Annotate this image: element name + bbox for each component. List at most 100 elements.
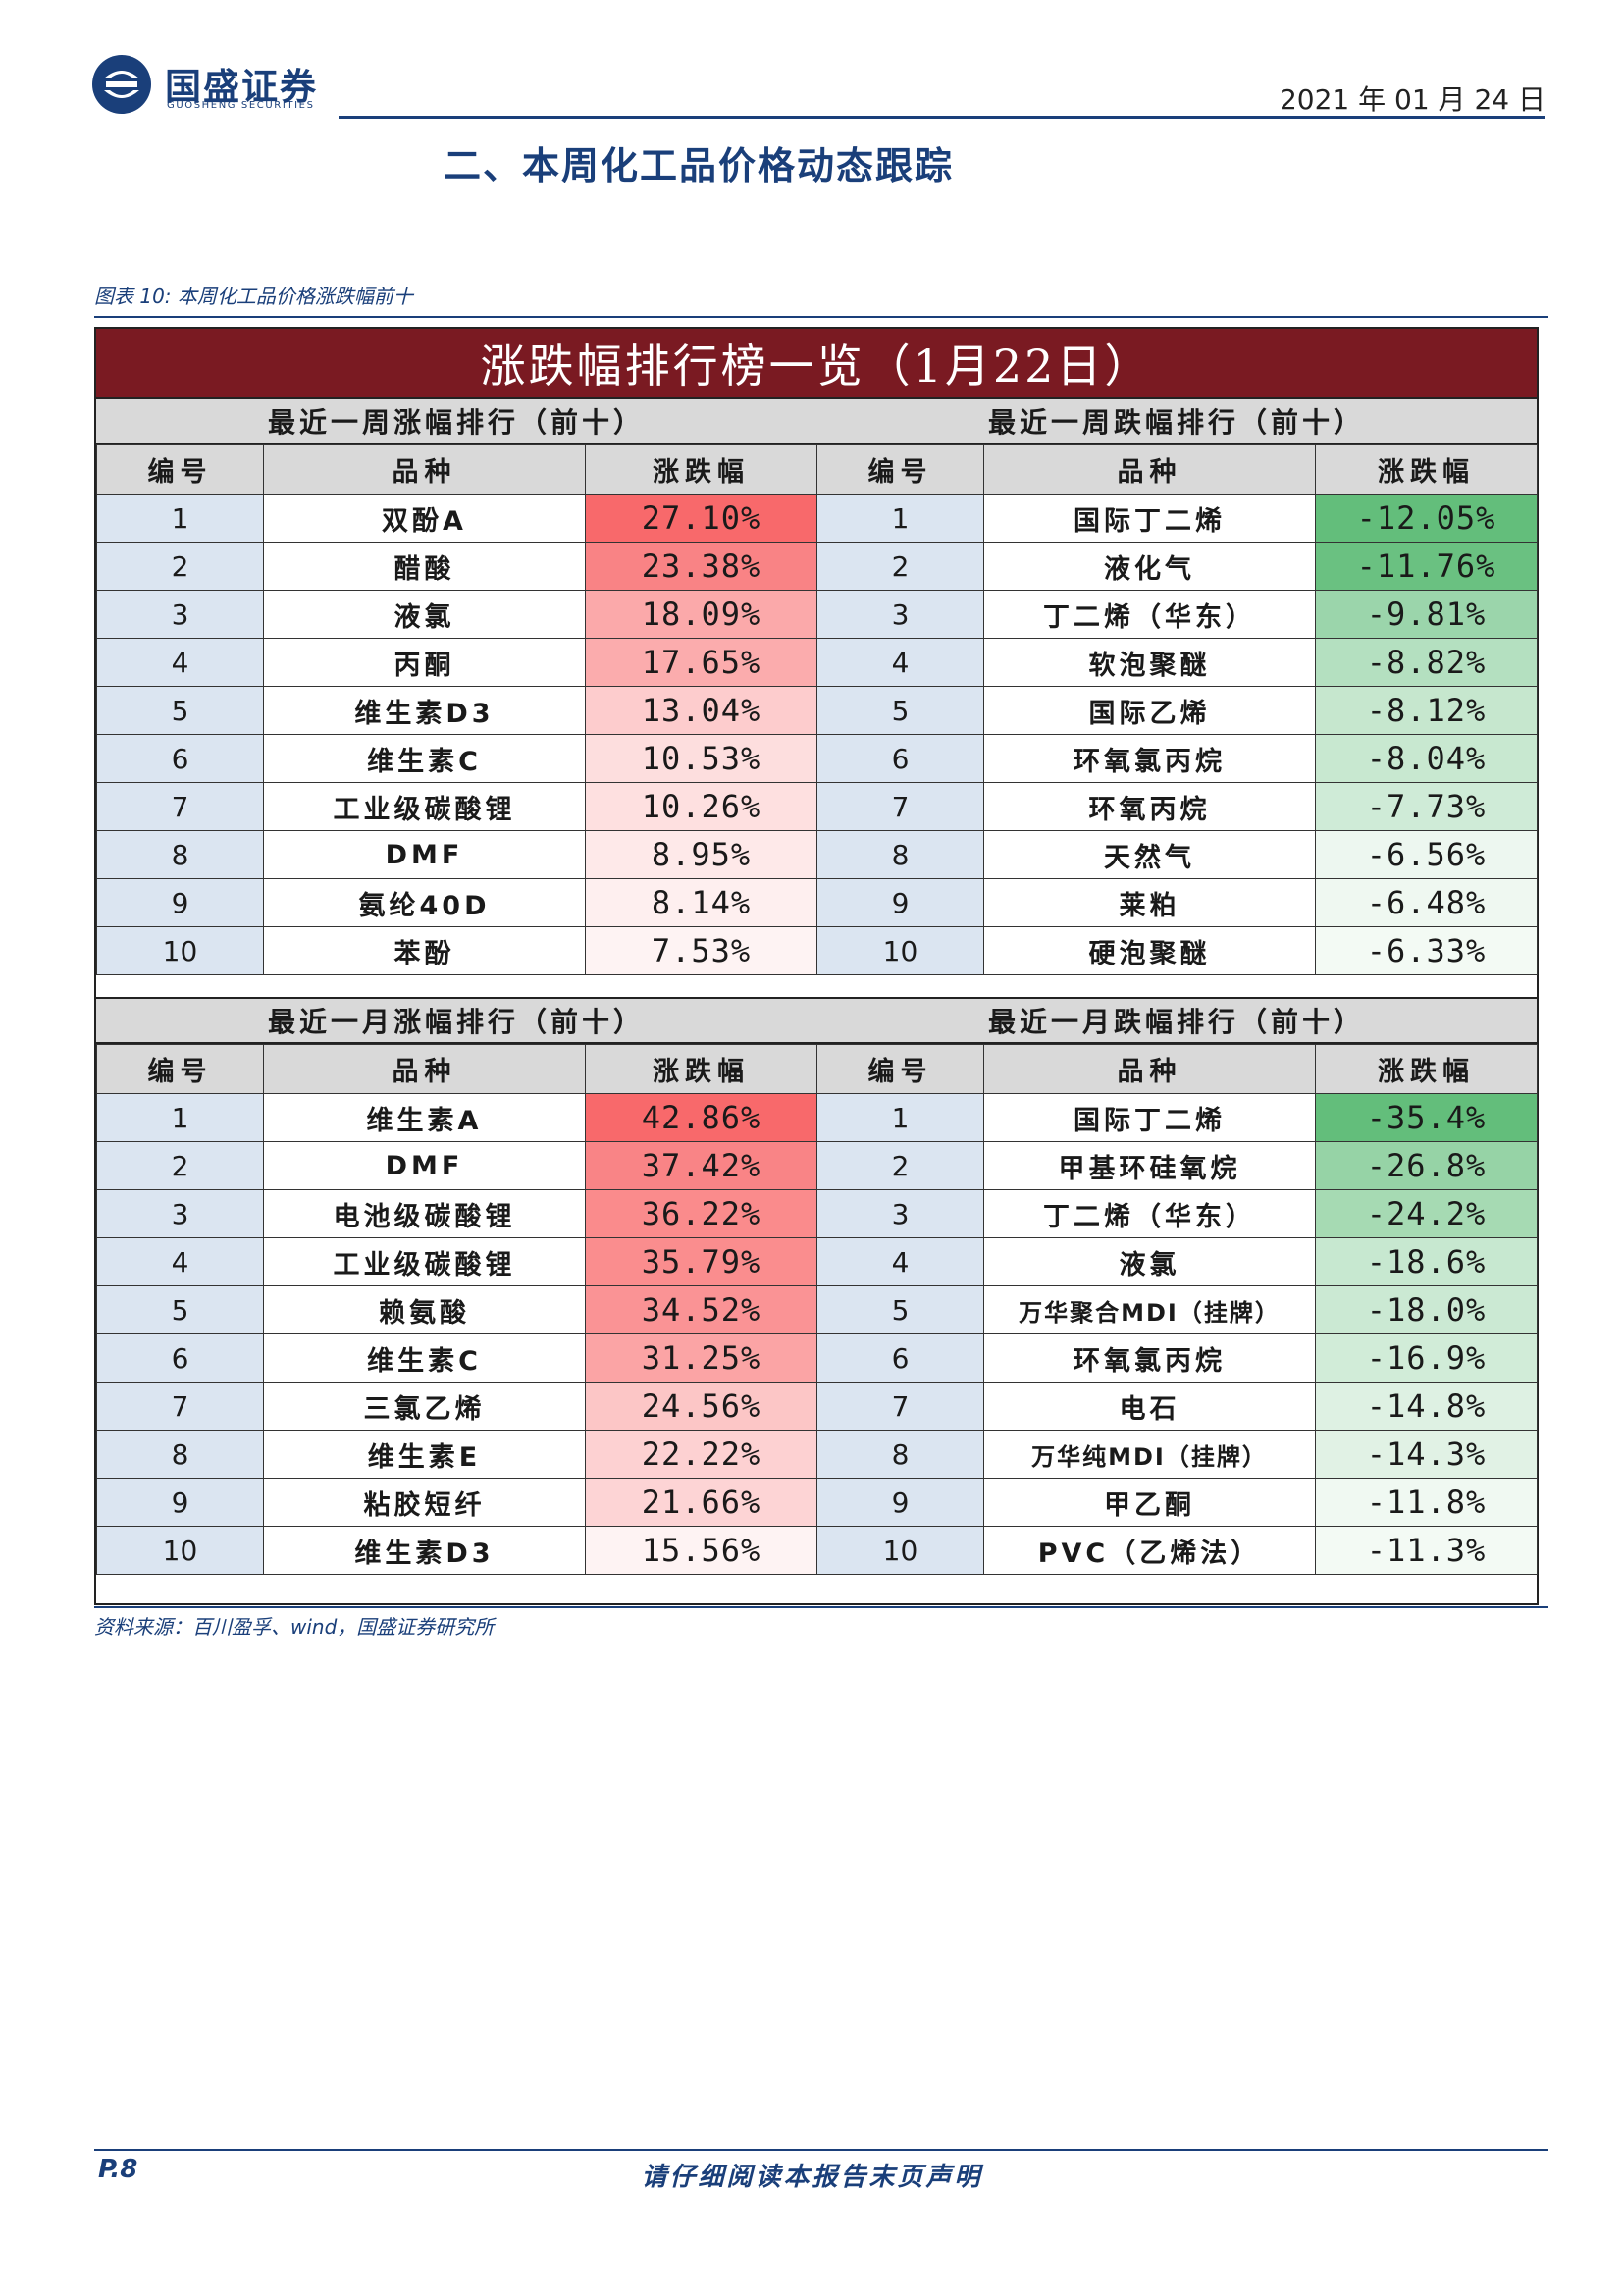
product-name: 环氧氯丙烷 — [983, 734, 1316, 783]
product-name: 维生素C — [263, 734, 586, 783]
table-row: 10 苯酚 7.53% — [96, 926, 817, 975]
table-row: 1 维生素A 42.86% — [96, 1093, 817, 1142]
table-row: 3 液氯 18.09% — [96, 590, 817, 639]
rank-number: 3 — [96, 590, 264, 639]
rank-number: 2 — [816, 542, 984, 591]
product-name: 工业级碳酸锂 — [263, 782, 586, 831]
footer-divider — [94, 2149, 1548, 2151]
product-name: 电石 — [983, 1382, 1316, 1431]
rank-number: 9 — [96, 878, 264, 927]
section-title: 二、本周化工品价格动态跟踪 — [444, 144, 955, 187]
column-header: 编号 — [816, 444, 984, 495]
table-row: 5 国际乙烯 -8.12% — [816, 686, 1538, 735]
rank-number: 10 — [96, 1526, 264, 1575]
product-name: 氨纶40D — [263, 878, 586, 927]
rank-number: 8 — [96, 830, 264, 879]
table-row: 7 环氧丙烷 -7.73% — [816, 782, 1538, 831]
table-banner: 涨跌幅排行榜一览（1月22日） — [96, 329, 1537, 397]
change-percent: 31.25% — [585, 1333, 817, 1383]
column-header: 涨跌幅 — [1315, 1044, 1538, 1094]
rank-number: 6 — [816, 734, 984, 783]
ranking-block-title: 最近一月跌幅排行（前十） — [816, 997, 1537, 1044]
product-name: 工业级碳酸锂 — [263, 1237, 586, 1286]
change-percent: -14.8% — [1315, 1382, 1538, 1431]
rank-number: 9 — [816, 1478, 984, 1527]
product-name: 环氧氯丙烷 — [983, 1333, 1316, 1383]
rank-number: 7 — [96, 782, 264, 831]
change-percent: 22.22% — [585, 1430, 817, 1479]
rank-number: 5 — [816, 1285, 984, 1334]
rank-number: 2 — [96, 1141, 264, 1190]
change-percent: -24.2% — [1315, 1189, 1538, 1238]
column-header: 涨跌幅 — [585, 444, 817, 495]
rank-number: 4 — [96, 638, 264, 687]
product-name: 丁二烯（华东） — [983, 590, 1316, 639]
product-name: 液氯 — [983, 1237, 1316, 1286]
change-percent: 15.56% — [585, 1526, 817, 1575]
table-row: 9 粘胶短纤 21.66% — [96, 1478, 817, 1527]
product-name: 环氧丙烷 — [983, 782, 1316, 831]
table-row: 10 PVC（乙烯法） -11.3% — [816, 1526, 1538, 1575]
product-name: 国际乙烯 — [983, 686, 1316, 735]
rank-number: 1 — [816, 494, 984, 543]
header-divider — [339, 116, 1545, 119]
rank-number: 1 — [96, 1093, 264, 1142]
table-row: 3 电池级碳酸锂 36.22% — [96, 1189, 817, 1238]
change-percent: -18.0% — [1315, 1285, 1538, 1334]
change-percent: -9.81% — [1315, 590, 1538, 639]
rank-number: 8 — [96, 1430, 264, 1479]
rank-number: 8 — [816, 1430, 984, 1479]
column-header: 品种 — [263, 1044, 586, 1094]
change-percent: -8.04% — [1315, 734, 1538, 783]
ranking-block: 最近一周跌幅排行（前十） 编号 品种 涨跌幅 1 国际丁二烯 -12.05% 2 液化气 -11.… — [816, 397, 1538, 975]
table-row: 6 维生素C 31.25% — [96, 1333, 817, 1383]
rank-number: 9 — [96, 1478, 264, 1527]
change-percent: 36.22% — [585, 1189, 817, 1238]
rank-number: 5 — [96, 686, 264, 735]
product-name: DMF — [263, 1141, 586, 1190]
change-percent: 42.86% — [585, 1093, 817, 1142]
change-percent: -35.4% — [1315, 1093, 1538, 1142]
product-name: 甲乙酮 — [983, 1478, 1316, 1527]
change-percent: 23.38% — [585, 542, 817, 591]
rank-number: 6 — [96, 734, 264, 783]
change-percent: 24.56% — [585, 1382, 817, 1431]
change-percent: -11.76% — [1315, 542, 1538, 591]
change-percent: 7.53% — [585, 926, 817, 975]
rank-number: 5 — [96, 1285, 264, 1334]
product-name: 维生素C — [263, 1333, 586, 1383]
rank-number: 4 — [96, 1237, 264, 1286]
rank-number: 7 — [816, 1382, 984, 1431]
table-row: 6 环氧氯丙烷 -16.9% — [816, 1333, 1538, 1383]
ranking-block-title: 最近一周跌幅排行（前十） — [816, 397, 1537, 444]
table-row: 5 万华聚合MDI（挂牌） -18.0% — [816, 1285, 1538, 1334]
change-percent: 18.09% — [585, 590, 817, 639]
table-row: 4 软泡聚醚 -8.82% — [816, 638, 1538, 687]
product-name: 维生素D3 — [263, 1526, 586, 1575]
figure-caption: 图表 10: 本周化工品价格涨跌幅前十 — [94, 285, 413, 308]
rank-number: 6 — [96, 1333, 264, 1383]
product-name: 液氯 — [263, 590, 586, 639]
table-row: 5 赖氨酸 34.52% — [96, 1285, 817, 1334]
ranking-block: 最近一周涨幅排行（前十） 编号 品种 涨跌幅 1 双酚A 27.10% 2 醋酸 23.38% 3 液… — [96, 397, 817, 975]
rank-number: 9 — [816, 878, 984, 927]
product-name: 维生素A — [263, 1093, 586, 1142]
change-percent: -18.6% — [1315, 1237, 1538, 1286]
rank-number: 3 — [816, 590, 984, 639]
table-row: 6 环氧氯丙烷 -8.04% — [816, 734, 1538, 783]
ranking-block: 最近一月跌幅排行（前十） 编号 品种 涨跌幅 1 国际丁二烯 -35.4% 2 甲基环硅氧烷 -2… — [816, 997, 1538, 1575]
rank-number: 5 — [816, 686, 984, 735]
column-header: 涨跌幅 — [585, 1044, 817, 1094]
column-header: 品种 — [263, 444, 586, 495]
rank-number: 4 — [816, 1237, 984, 1286]
change-percent: 34.52% — [585, 1285, 817, 1334]
product-name: 三氯乙烯 — [263, 1382, 586, 1431]
table-row: 2 液化气 -11.76% — [816, 542, 1538, 591]
product-name: PVC（乙烯法） — [983, 1526, 1316, 1575]
product-name: 液化气 — [983, 542, 1316, 591]
change-percent: -6.56% — [1315, 830, 1538, 879]
column-header: 品种 — [983, 1044, 1316, 1094]
product-name: 赖氨酸 — [263, 1285, 586, 1334]
table-row: 8 万华纯MDI（挂牌） -14.3% — [816, 1430, 1538, 1479]
change-percent: 35.79% — [585, 1237, 817, 1286]
